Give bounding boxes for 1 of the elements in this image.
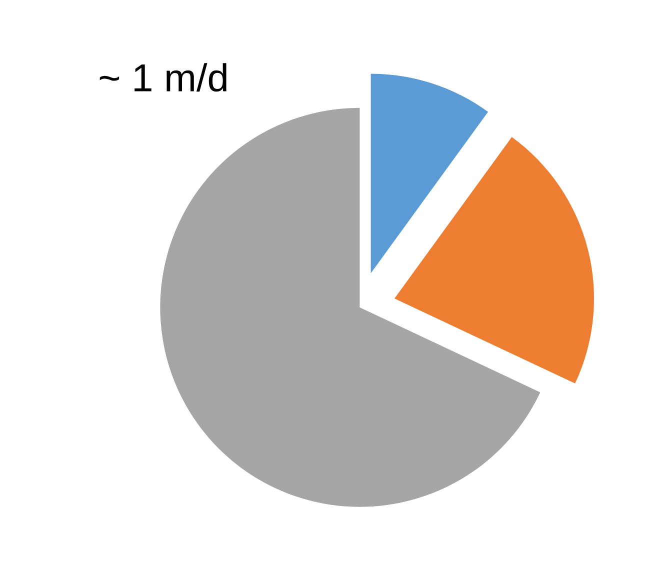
chart-title: ~ 1 m/d xyxy=(100,63,226,92)
